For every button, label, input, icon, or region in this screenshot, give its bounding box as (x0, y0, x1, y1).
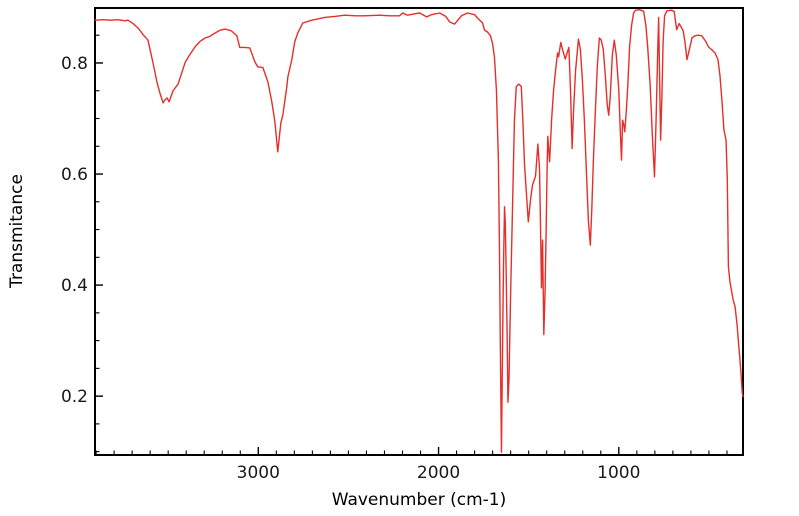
y-axis-label: Transmitance (7, 174, 27, 288)
plot-border (94, 7, 744, 456)
x-tick-label: 2000 (417, 463, 460, 483)
y-tick-label: 0.6 (61, 165, 88, 185)
y-tick-label: 0.4 (61, 276, 88, 296)
x-tick-label: 3000 (237, 463, 280, 483)
x-axis-label: Wavenumber (cm-1) (331, 490, 507, 510)
y-tick-label: 0.2 (61, 387, 88, 407)
spectrum-line (94, 8, 744, 453)
y-tick-label: 0.8 (61, 54, 88, 74)
x-tick-label: 1000 (597, 463, 640, 483)
